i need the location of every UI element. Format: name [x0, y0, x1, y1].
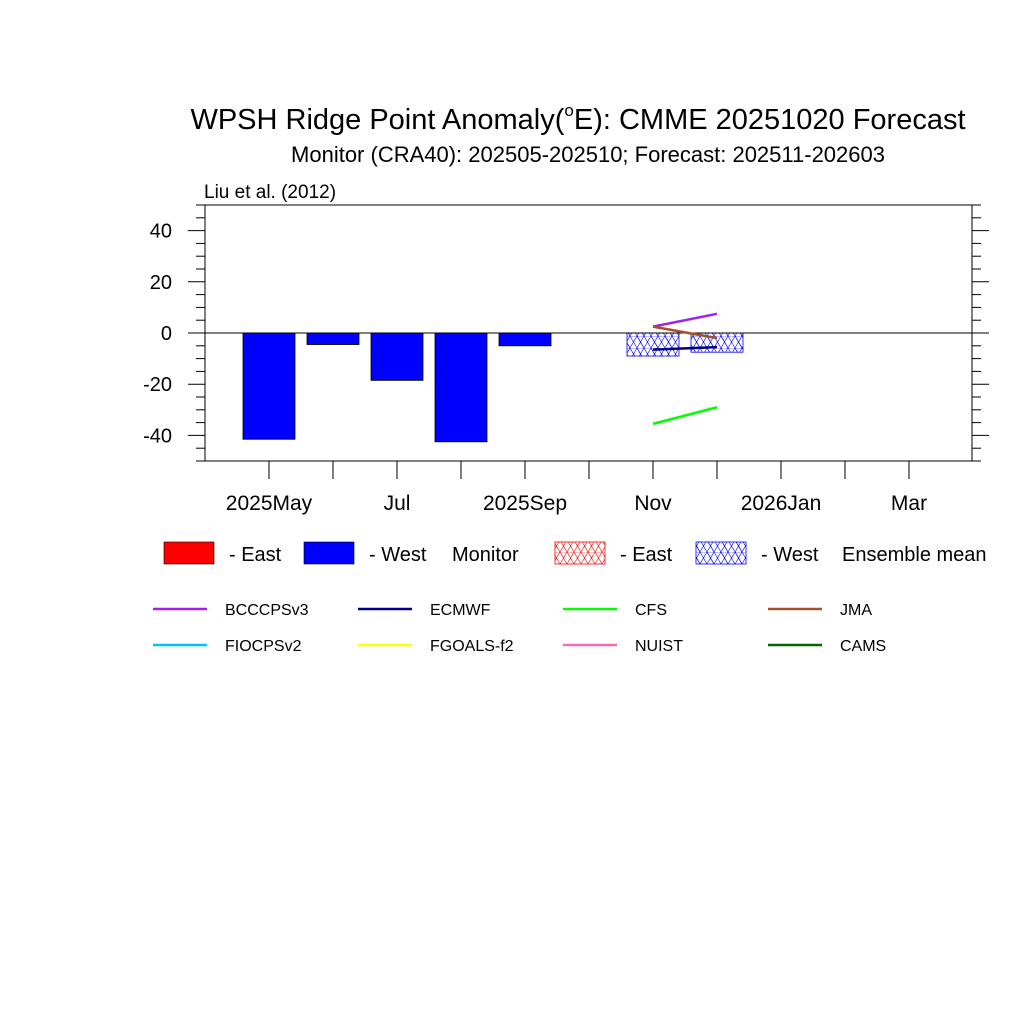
model-line-cfs	[652, 406, 718, 426]
monitor-bar	[242, 332, 296, 440]
legend-ens-west-swatch	[695, 541, 747, 565]
legend-models: BCCCPSv3 ECMWF CFS JMA FIOCPSv2 FGOALS-f2 NUIS…	[153, 602, 886, 655]
legend-west-label: - West	[369, 544, 427, 566]
legend-ensemble-label: Ensemble mean	[842, 544, 987, 566]
y-tick-label: 20	[150, 272, 172, 294]
legend-label-cfs: CFS	[635, 602, 667, 619]
legend-ens-east-label: - East	[620, 544, 673, 566]
legend-west-swatch	[303, 541, 355, 565]
legend-east-label: - East	[229, 544, 282, 566]
legend-east-swatch	[163, 541, 215, 565]
monitor-bar	[306, 332, 360, 345]
x-tick-label: 2026Jan	[741, 492, 822, 515]
x-tick-label: Mar	[891, 492, 927, 515]
y-tick-label: 40	[150, 221, 172, 243]
x-tick-label: 2025May	[226, 492, 313, 515]
x-tick-label: 2025Sep	[483, 492, 567, 515]
legend-label-fiocpsv2: FIOCPSv2	[225, 638, 302, 655]
legend-label-ecmwf: ECMWF	[430, 602, 491, 619]
chart-subtitle: Monitor (CRA40): 202505-202510; Forecast…	[291, 142, 885, 167]
y-tick-label: 0	[161, 323, 172, 345]
y-axis: -40 -20 0 20 40	[143, 204, 989, 462]
legend-ensemble: - East - West Ensemble mean	[554, 541, 987, 566]
legend-monitor: - East - West Monitor	[163, 541, 519, 566]
ensemble-bar	[626, 332, 680, 357]
monitor-bar	[370, 332, 424, 381]
model-lines	[652, 312, 718, 426]
model-line-jma	[652, 325, 718, 340]
legend-monitor-label: Monitor	[452, 544, 519, 566]
ensemble-mean-bars	[626, 332, 744, 357]
y-tick-label: -20	[143, 374, 172, 396]
x-axis: 2025May Jul 2025Sep Nov 2026Jan Mar	[226, 461, 927, 515]
reference-label: Liu et al. (2012)	[204, 182, 336, 203]
legend-ens-west-label: - West	[761, 544, 819, 566]
model-line-ecmwf	[652, 345, 718, 351]
legend-label-fgoals-f2: FGOALS-f2	[430, 638, 514, 655]
model-line-bcccpsv3	[652, 312, 718, 328]
legend-label-nuist: NUIST	[635, 638, 683, 655]
monitor-bar	[434, 332, 488, 443]
legend-label-bcccpsv3: BCCCPSv3	[225, 602, 309, 619]
legend-label-jma: JMA	[840, 602, 872, 619]
x-tick-label: Jul	[384, 492, 411, 515]
x-tick-label: Nov	[634, 492, 672, 515]
chart-title: WPSH Ridge Point Anomaly(oE): CMME 20251…	[190, 101, 965, 136]
y-tick-label: -40	[143, 425, 172, 447]
legend-label-cams: CAMS	[840, 638, 886, 655]
monitor-bars	[242, 332, 552, 443]
monitor-bar	[498, 332, 552, 347]
legend-ens-east-swatch	[554, 541, 606, 565]
